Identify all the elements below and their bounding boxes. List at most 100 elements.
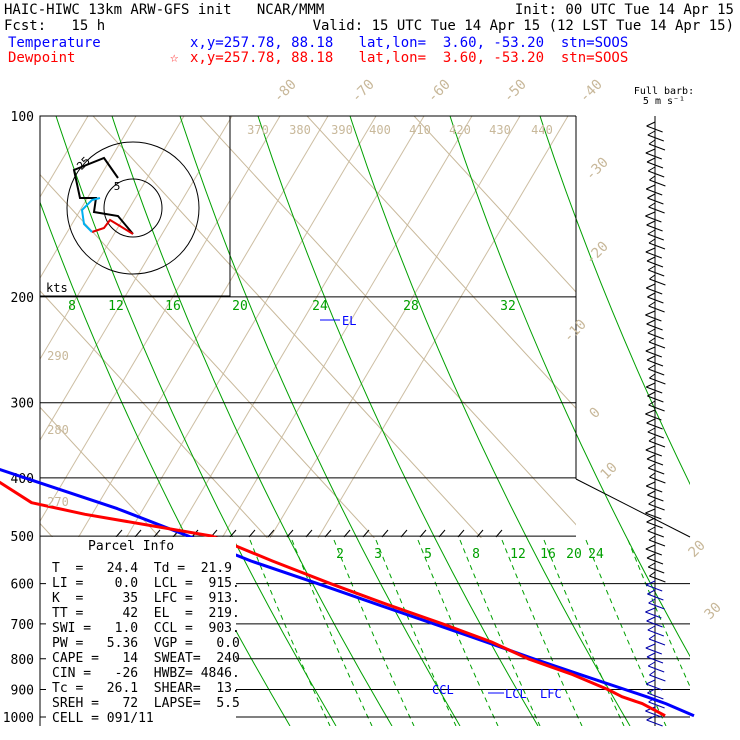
wind-barb-flag — [646, 683, 663, 691]
isotherm-line — [306, 116, 576, 410]
wind-barb-flag — [648, 341, 666, 349]
wind-barb-flag — [645, 314, 662, 322]
dry-adiabat-line — [173, 116, 425, 538]
parcel-info-row: PW = 5.36 VGP = 0.0 — [52, 636, 240, 651]
dewpoint-legend-label: Dewpoint — [8, 50, 76, 66]
barb-legend-title: Full barb: — [634, 86, 694, 97]
mixing-ratio-label: 24 — [588, 547, 604, 562]
wind-barb — [645, 346, 656, 352]
wind-barb — [647, 265, 656, 271]
wind-barb — [648, 337, 656, 343]
wind-barb — [647, 364, 656, 370]
moist-adiabat-curve — [333, 539, 415, 726]
wind-barb — [649, 571, 656, 577]
hodograph-inner-label: 5 — [114, 180, 121, 193]
wind-barb — [645, 247, 656, 253]
dry-adiabat-line — [40, 116, 137, 280]
isotherm-line — [40, 406, 161, 538]
dry-adiabat-line — [40, 116, 185, 361]
parcel-info-row: CAPE = 14 SWEAT= 240 — [52, 651, 240, 666]
wind-barb-flag — [649, 674, 666, 682]
freezing-hatch — [229, 529, 237, 538]
wind-barb — [646, 715, 656, 721]
freezing-hatch — [343, 529, 351, 538]
dewpoint-star-icon: ☆ — [170, 50, 179, 66]
mixing-ratio-curve — [55, 116, 337, 726]
wind-barb — [647, 166, 656, 172]
wind-barb — [648, 301, 656, 307]
dewpoint-profile-line — [0, 480, 666, 718]
wind-barb-flag — [646, 323, 663, 331]
wind-barb-flag — [645, 512, 662, 520]
dewpoint-station-info: x,y=257.78, 88.18 lat,lon= 3.60, -53.20 … — [190, 50, 629, 66]
freezing-hatch — [438, 529, 446, 538]
wind-barb — [646, 355, 656, 361]
wind-barb-flag — [646, 125, 663, 133]
wind-barb — [647, 391, 656, 397]
pressure-tick-label: 700 — [11, 618, 34, 633]
wind-barb-flag — [646, 386, 663, 394]
dry-adiabat-line — [77, 116, 329, 538]
forecast-hour: Fcst: 15 h — [4, 18, 106, 34]
isotherm-tick-label: -50 — [501, 77, 530, 106]
wind-barb-flag — [648, 305, 665, 313]
init-time: Init: 00 UTC Tue 14 Apr 15 — [514, 2, 734, 18]
isotherm-line — [0, 116, 4, 717]
wind-barb-flag — [647, 629, 664, 637]
wind-barb-flag — [648, 665, 665, 673]
wind-barb — [647, 463, 656, 469]
wind-barb-flag — [648, 602, 665, 610]
wind-barb-flag — [646, 224, 663, 232]
lcl-label: LCL — [505, 687, 527, 701]
freezing-hatch — [248, 529, 256, 538]
pressure-tick-label: 800 — [11, 653, 34, 668]
parcel-info-row: LI = 0.0 LCL = 915. — [52, 576, 240, 591]
wind-barb-flag — [649, 575, 666, 583]
mixing-ratio-curve — [539, 116, 690, 486]
isotherm-line — [413, 116, 576, 293]
wind-barb-flag — [648, 638, 666, 646]
wind-barb-flag — [646, 422, 663, 430]
wind-barb-flag — [646, 620, 663, 628]
hodograph-trace-lower — [80, 197, 101, 233]
hodograph-inner-ring — [103, 178, 163, 238]
mixing-ratio-curve — [349, 116, 631, 726]
wind-barb — [645, 544, 656, 550]
wind-barb — [647, 328, 656, 334]
isotherm-tick-label: -60 — [425, 77, 454, 106]
wind-barb — [645, 643, 656, 649]
isotherm-tick-label: -30 — [583, 155, 612, 184]
pressure-tick-label: 1000 — [3, 711, 34, 726]
el-label: EL — [342, 314, 356, 328]
hodograph-units: kts — [46, 281, 68, 295]
wind-barb-flag — [648, 503, 665, 511]
mixing-ratio-label: 8 — [68, 299, 76, 314]
isotherm-tick-label: -10 — [561, 317, 590, 346]
mixing-ratio-curve — [40, 200, 291, 726]
wind-barb — [645, 679, 656, 685]
wind-barb — [647, 292, 656, 298]
theta-tick-label: 400 — [369, 123, 391, 137]
dry-adiabat-line — [269, 116, 521, 538]
wind-barb-flag — [649, 179, 666, 187]
theta-tick-label: 430 — [489, 123, 511, 137]
wind-barb-flag — [648, 206, 665, 214]
isotherm-tick-label: 20 — [686, 538, 709, 561]
mixing-ratio-label: 12 — [510, 547, 526, 562]
isotherm-tick-label: 30 — [702, 600, 725, 623]
isotherm-tick-label: -80 — [271, 77, 300, 106]
wind-barb — [645, 211, 656, 217]
wind-barb — [646, 616, 656, 622]
isotherm-tick-label: -20 — [583, 239, 612, 268]
wind-barb-flag — [647, 593, 664, 601]
moist-adiabat-curve — [459, 539, 541, 726]
wind-barb — [646, 418, 656, 424]
wind-barb — [645, 481, 656, 487]
wind-barb — [647, 589, 656, 595]
wind-barb-flag — [645, 413, 662, 421]
wind-barb-flag — [646, 161, 664, 169]
wind-barb — [646, 157, 656, 163]
wind-barb — [645, 409, 656, 415]
wind-barb — [647, 661, 656, 667]
